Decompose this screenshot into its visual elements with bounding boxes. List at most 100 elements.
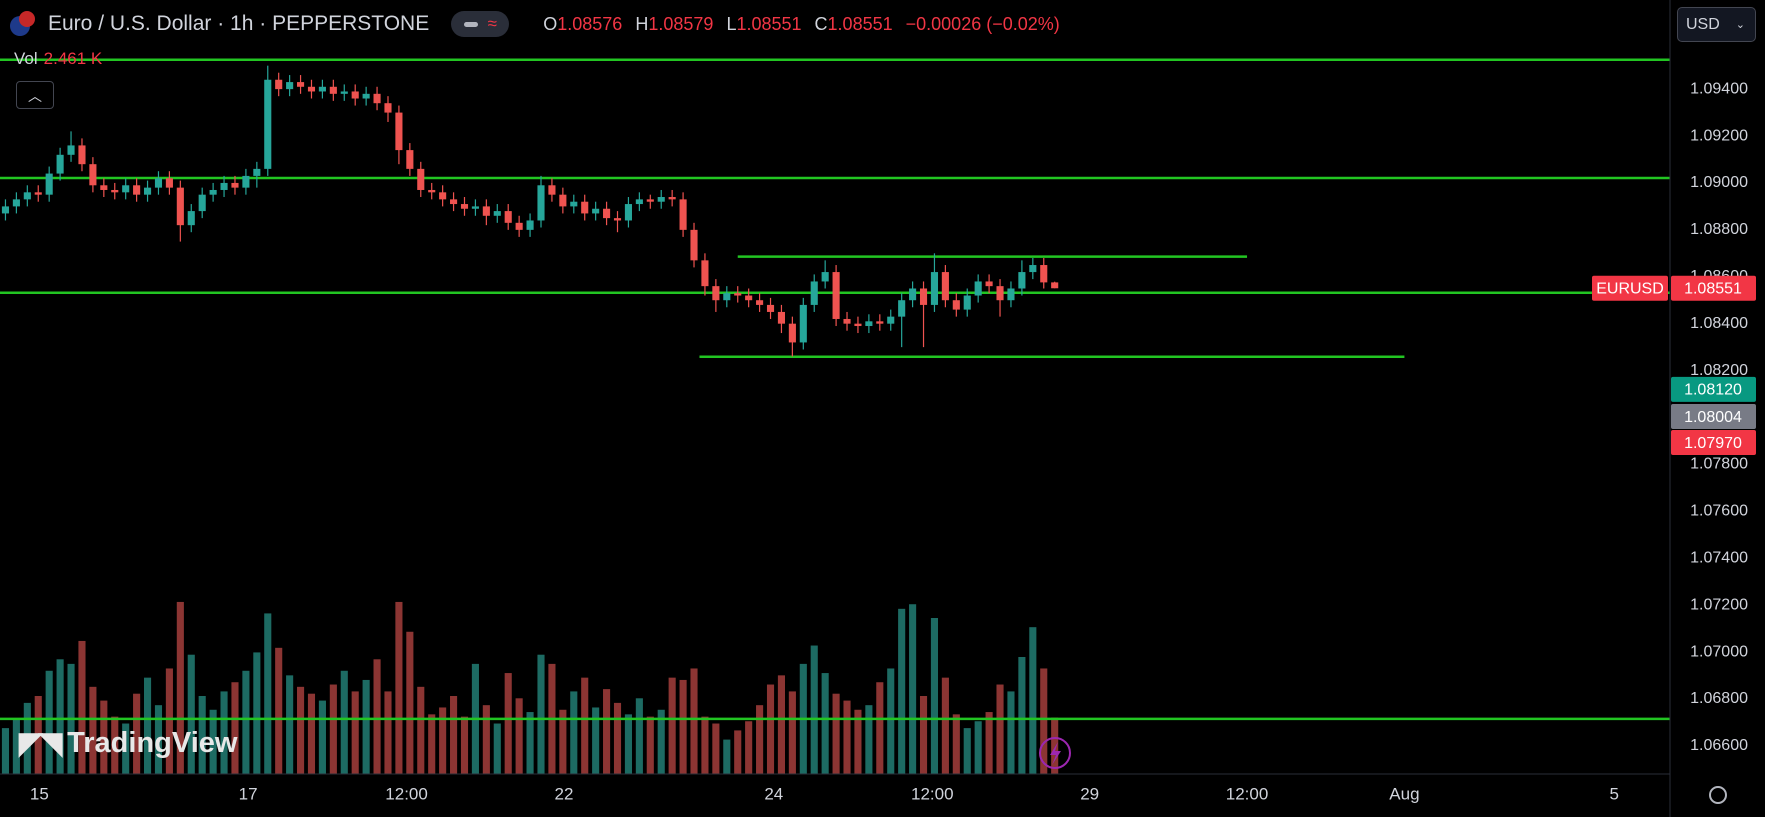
candle-body — [930, 272, 939, 305]
volume-bar — [668, 677, 676, 774]
candle-body — [909, 288, 917, 301]
currency-label: USD — [1686, 15, 1720, 33]
volume-bar — [766, 684, 775, 774]
volume-bar — [603, 689, 611, 774]
open-value: 1.08576 — [557, 13, 623, 34]
candle-body — [679, 199, 687, 230]
candle-body — [777, 311, 785, 324]
volume-bar — [89, 686, 97, 774]
volume-bar — [351, 691, 359, 774]
candle-body — [810, 281, 818, 305]
x-tick-label: 12:00 — [1226, 784, 1269, 803]
low-value: 1.08551 — [736, 13, 802, 34]
close-value: 1.08551 — [827, 13, 893, 34]
candle-body — [242, 175, 250, 188]
candle-body — [1029, 265, 1037, 273]
candle-body — [45, 173, 53, 195]
candle-body — [384, 103, 392, 113]
volume-bar — [133, 693, 141, 774]
volume-bar — [974, 721, 982, 774]
volume-bar — [646, 716, 654, 774]
volume-bar — [417, 686, 425, 774]
close-label: C — [814, 13, 828, 34]
candle-body — [439, 192, 447, 200]
candle-body — [318, 86, 326, 92]
settings-button[interactable] — [1709, 786, 1727, 804]
candle-body — [275, 79, 283, 90]
candle-body — [122, 185, 130, 193]
candle-body — [570, 201, 578, 207]
candle-body — [428, 189, 436, 193]
volume-bar — [941, 677, 949, 774]
indicator-toggle[interactable]: ≈ — [451, 11, 510, 37]
x-tick-label: Aug — [1389, 784, 1419, 803]
candle-body — [1, 206, 10, 214]
y-tick-label: 1.06800 — [1690, 690, 1748, 707]
candle-body — [111, 189, 119, 193]
volume-bar — [996, 684, 1004, 774]
volume-bar — [592, 707, 600, 774]
candle-body — [952, 300, 960, 310]
candle-body — [876, 321, 884, 324]
candle-body — [559, 194, 567, 207]
volume-bar — [428, 714, 436, 774]
volume-bar — [909, 604, 917, 774]
change-value: −0.00026 (−0.02%) — [905, 13, 1060, 34]
candle-body — [537, 185, 545, 221]
logo-text: TradingView — [67, 727, 238, 759]
candle-body — [657, 197, 665, 202]
candle-body — [78, 145, 86, 165]
time-axis — [0, 774, 1670, 817]
volume-value: 2.461 K — [43, 49, 103, 68]
volume-bar — [34, 696, 42, 774]
volume-bar — [985, 712, 993, 774]
candle-body — [133, 185, 141, 195]
candle-body — [701, 260, 709, 287]
x-tick-label: 29 — [1080, 784, 1099, 803]
volume-bar — [635, 698, 643, 774]
volume-bar — [537, 654, 545, 774]
collapse-button[interactable]: ︿ — [16, 81, 54, 109]
symbol-title[interactable]: Euro / U.S. Dollar · 1h · PEPPERSTONE — [48, 12, 430, 35]
volume-bar — [45, 670, 53, 774]
volume-bar — [187, 654, 195, 774]
candle-body — [832, 272, 840, 319]
volume-bar — [286, 675, 294, 774]
volume-bar — [460, 716, 469, 774]
candle-body — [963, 295, 971, 310]
volume-bar — [242, 670, 250, 774]
volume-bar — [12, 718, 20, 774]
volume-bar — [362, 679, 370, 774]
volume-bar — [165, 668, 173, 774]
candle-body — [865, 321, 873, 327]
currency-select[interactable]: USD ⌄ — [1677, 7, 1756, 42]
candle-body — [1018, 272, 1026, 289]
y-tick-label: 1.09400 — [1690, 80, 1748, 97]
candle-body — [504, 211, 512, 223]
volume-bar — [930, 618, 939, 774]
candle-body — [919, 288, 928, 305]
candle-body — [799, 304, 807, 343]
alert-button[interactable] — [1039, 737, 1071, 769]
volume-bar — [701, 716, 709, 774]
volume-bar — [898, 608, 906, 774]
y-tick-label: 1.06600 — [1690, 737, 1748, 754]
candle-body — [668, 197, 676, 200]
candle-body — [635, 199, 643, 205]
volume-bar — [952, 714, 960, 774]
candle-body — [745, 295, 753, 301]
volume-label: Vol — [14, 49, 38, 68]
candle-body — [198, 194, 206, 212]
volume-bar — [373, 659, 381, 774]
candle-body — [996, 286, 1004, 301]
volume-bar — [1007, 691, 1015, 774]
candle-body — [406, 150, 414, 169]
candle-body — [34, 192, 42, 195]
y-tick-label: 1.08200 — [1690, 362, 1748, 379]
candle-body — [723, 293, 731, 301]
candle-body — [187, 211, 195, 226]
candle-body — [941, 272, 949, 301]
candle-body — [843, 318, 851, 324]
